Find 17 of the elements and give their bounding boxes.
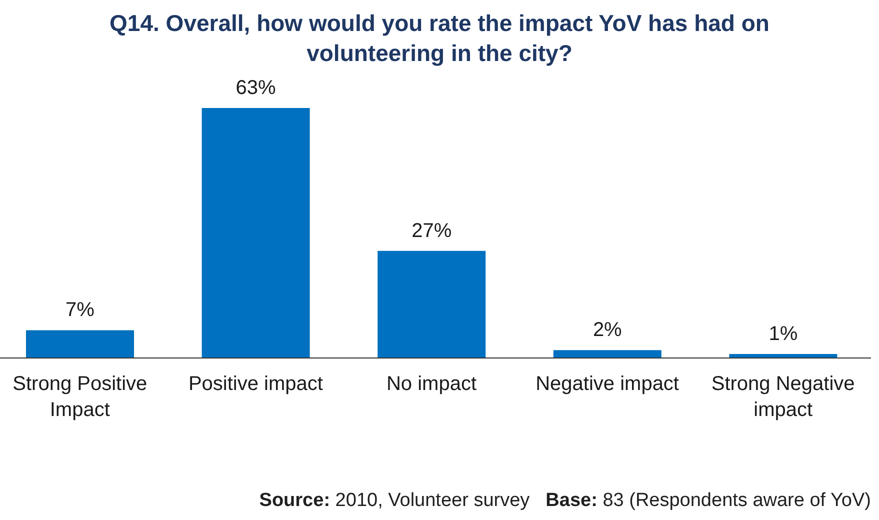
x-tick-label: Strong Positive Impact — [12, 373, 148, 421]
x-tick-label: Negative impact — [536, 373, 680, 395]
bar — [553, 350, 662, 358]
x-tick-label: Strong Negative impact — [711, 373, 855, 421]
chart-title: Q14. Overall, how would you rate the impact YoV has had on volunteering in the city? — [108, 9, 770, 68]
bar — [202, 108, 310, 358]
text: Base: 83 (Respondents aware of YoV) — [546, 490, 871, 512]
data-label: 27% — [412, 220, 452, 242]
data-label: 7% — [66, 299, 95, 322]
data-label: 63% — [236, 77, 276, 99]
x-tick-label: Positive impact — [188, 373, 324, 395]
data-label: 1% — [768, 323, 798, 346]
x-tick-label: No impact — [386, 373, 477, 395]
bar — [26, 330, 134, 358]
data-label: 2% — [592, 319, 622, 342]
bar — [378, 250, 486, 358]
source-note: Source: 2010, Volunteer survey — [259, 490, 530, 512]
